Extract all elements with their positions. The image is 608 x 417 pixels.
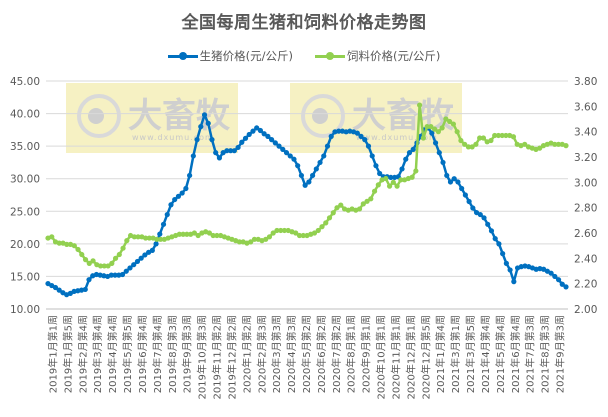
x-tick-label: 2020年5月第2周	[300, 315, 313, 393]
legend-label: 饲料价格(元/公斤)	[347, 49, 441, 63]
x-tick-label: 2020年6月第2周	[315, 315, 328, 393]
x-tick-label: 2019年11月第2周	[211, 315, 224, 400]
x-tick-label: 2020年3月第3周	[270, 315, 283, 393]
y-right-tick: 2.00	[574, 304, 597, 316]
x-tick-label: 2019年5月第5周	[121, 315, 134, 393]
y-right-tick: 3.40	[574, 127, 597, 139]
x-tick-label: 2020年12月第5周	[419, 315, 432, 400]
chart-legend: 生猪价格(元/公斤) 饲料价格(元/公斤)	[0, 48, 608, 64]
y-left-tick: 15.00	[10, 271, 40, 283]
x-tick-label: 2021年5月第4周	[494, 315, 507, 393]
x-tick-label: 2021年7月第3周	[524, 315, 537, 393]
x-tick-label: 2021年1月第4周	[434, 315, 447, 393]
svg-text:www.dxumu.com: www.dxumu.com	[132, 133, 214, 142]
line-marker-icon	[167, 51, 198, 61]
y-right-tick: 2.40	[574, 253, 597, 265]
x-tick-label: 2020年9月第1周	[360, 315, 373, 393]
svg-text:大畜牧: 大畜牧	[128, 96, 231, 136]
series-pig-price	[45, 112, 569, 298]
x-tick-label: 2020年11月第1周	[389, 315, 402, 400]
x-tick-label: 2020年7月第2周	[330, 315, 343, 393]
x-tick-label: 2019年1月第1周	[46, 315, 59, 393]
y-right-tick: 3.20	[574, 152, 597, 164]
x-tick-label: 2020年4月第3周	[285, 315, 298, 393]
x-tick-label: 2021年9月第3周	[554, 315, 567, 393]
x-tick-label: 2019年6月第4周	[136, 315, 149, 393]
x-tick-label: 2021年3月第1周	[449, 315, 462, 393]
x-tick-label: 2019年4月第4周	[106, 315, 119, 393]
x-tick-label: 2020年2月第3周	[255, 315, 268, 393]
y-right-tick: 3.00	[574, 177, 597, 189]
y-right-tick: 2.60	[574, 228, 597, 240]
series-feed-price	[45, 102, 569, 269]
y-left-tick: 40.00	[10, 109, 40, 121]
x-tick-label: 2021年8月第3周	[539, 315, 552, 393]
x-tick-label: 2019年3月第4周	[91, 315, 104, 393]
y-right-tick: 3.80	[574, 76, 597, 88]
y-left-tick: 30.00	[10, 174, 40, 186]
legend-label: 生猪价格(元/公斤)	[199, 49, 293, 63]
x-tick-label: 2019年10月第3周	[196, 315, 209, 400]
legend-item-pig-price: 生猪价格(元/公斤)	[167, 48, 293, 64]
y-left-tick: 45.00	[10, 76, 40, 88]
chart-title: 全国每周生猪和饲料价格走势图	[181, 13, 427, 33]
x-tick-label: 2019年8月第3周	[166, 315, 179, 393]
x-tick-label: 2019年12月第2周	[225, 315, 238, 400]
y-left-tick: 10.00	[10, 304, 40, 316]
y-right-tick: 3.60	[574, 101, 597, 113]
x-tick-label: 2020年10月第1周	[375, 315, 388, 400]
y-right-tick: 2.20	[574, 279, 597, 291]
legend-item-feed-price: 饲料价格(元/公斤)	[315, 48, 440, 64]
y-left-tick: 25.00	[10, 206, 40, 218]
x-tick-label: 2021年3月第5周	[464, 315, 477, 393]
x-tick-label: 2020年8月第1周	[345, 315, 358, 393]
x-tick-label: 2019年7月第4周	[151, 315, 164, 393]
y-left-tick: 35.00	[10, 141, 40, 153]
x-tick-label: 2019年1月第5周	[61, 315, 74, 393]
x-tick-label: 2019年9月第3周	[181, 315, 194, 393]
x-tick-label: 2021年4月第4周	[479, 315, 492, 393]
y-left-tick: 20.00	[10, 239, 40, 251]
y-right-tick: 2.80	[574, 203, 597, 215]
line-marker-icon	[315, 51, 345, 61]
x-tick-label: 2020年12月第1周	[404, 315, 417, 400]
x-tick-label: 2019年2月第4周	[76, 315, 89, 393]
x-tick-label: 2021年6月第4周	[509, 315, 522, 393]
svg-text:www.dxumu.com: www.dxumu.com	[356, 133, 438, 142]
x-tick-label: 2020年1月第2周	[240, 315, 253, 393]
